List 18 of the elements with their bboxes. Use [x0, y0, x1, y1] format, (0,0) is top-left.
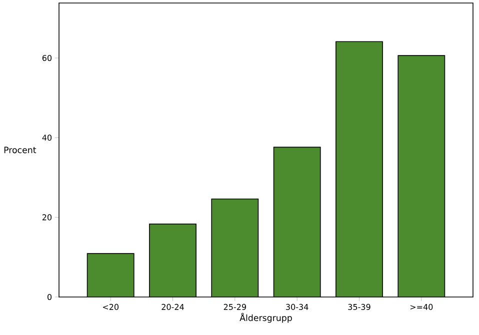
bar — [274, 147, 320, 297]
x-tick-label: 35-39 — [348, 304, 370, 310]
y-axis-title: Procent — [4, 146, 36, 154]
bar — [398, 55, 446, 297]
bar — [87, 254, 134, 297]
x-tick-label: 25-29 — [224, 304, 246, 310]
bar — [212, 198, 258, 297]
x-axis-title: Åldersgrupp — [240, 312, 292, 323]
x-tick-label: 20-24 — [162, 304, 184, 310]
bar — [336, 42, 383, 297]
x-tick-label: >=40 — [410, 304, 433, 310]
y-tick-label: 40 — [42, 134, 52, 141]
x-tick-label: <20 — [103, 304, 119, 310]
y-tick-label: 60 — [42, 54, 52, 61]
y-tick-label: 20 — [42, 214, 52, 220]
x-tick-label: 30-34 — [286, 304, 308, 310]
y-tick-label: 0 — [48, 294, 52, 300]
bar — [149, 224, 196, 297]
